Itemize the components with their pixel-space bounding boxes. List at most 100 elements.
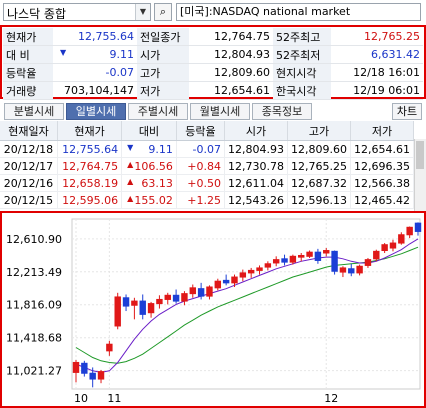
cell-rate: +1.25: [176, 191, 226, 209]
tab-1[interactable]: 분별시세: [4, 103, 64, 120]
summary-value-text: 12/18 16:01: [353, 66, 420, 79]
candle-body: [231, 276, 238, 284]
candle-body: [314, 251, 322, 261]
table-row[interactable]: 20/12/16 12,658.19 ▲ 63.13 +0.50 12,611.04 12,…: [0, 174, 415, 192]
daily-price-grid: 현재일자 현재가 대비 등락율 시가 고가 저가 20/12/18 12,755.64 ▼ 9.1…: [0, 121, 426, 211]
candle-body: [306, 251, 313, 257]
cell-open: 12,611.04: [224, 174, 288, 192]
plot-area: [71, 218, 421, 390]
summary-label: 시가: [137, 45, 189, 64]
candle-body: [164, 294, 171, 300]
summary-label: 현지시각: [273, 63, 331, 82]
candle-body: [272, 259, 280, 264]
candlestick-chart: 12,610.90 12,213.49 11,816.09 11,418.68 11,0…: [6, 218, 422, 405]
search-bar: 나스닥 종합 ▼ ⌕ [미국]:NASDAQ national market: [0, 0, 426, 24]
summary-value: 12,765.25: [331, 28, 423, 46]
y-tick-label: 11,816.09: [6, 299, 62, 312]
chart-button[interactable]: 차트: [392, 103, 422, 120]
summary-value-text: 6,631.42: [371, 48, 420, 61]
tab-4[interactable]: 월별시세: [190, 103, 250, 120]
candle-body: [189, 287, 196, 295]
cell-date: 20/12/16: [0, 174, 58, 192]
cell-date: 20/12/17: [0, 157, 58, 175]
up-arrow-icon: ▲: [127, 176, 134, 186]
cell-rate: -0.07: [176, 140, 226, 158]
cell-text: 20/12/15: [3, 193, 54, 207]
chevron-down-icon[interactable]: ▼: [135, 4, 150, 20]
candle-body: [406, 226, 413, 236]
summary-value-text: 703,104,147: [64, 84, 134, 97]
x-tick-label: 10: [74, 392, 88, 405]
column-header[interactable]: 현재가: [57, 121, 123, 141]
cell-change: ▲ 106.56: [121, 157, 177, 175]
cell-rate: +0.50: [176, 174, 226, 192]
table-row[interactable]: 20/12/15 12,595.06 ▲ 155.02 +1.25 12,543.26 12…: [0, 191, 415, 209]
table-row[interactable]: 20/12/18 12,755.64 ▼ 9.11 -0.07 12,804.93 12,8…: [0, 140, 415, 158]
tab-3[interactable]: 주별시세: [128, 103, 188, 120]
summary-label: 등락율: [3, 63, 53, 82]
stock-select[interactable]: 나스닥 종합 ▼: [3, 3, 151, 21]
summary-value: 12,809.60: [189, 63, 273, 82]
summary-row: 거래량 703,104,147 저가 12,654.61 한국시각 12/19 06:01: [3, 81, 423, 100]
summary-value-text: 12/19 06:01: [353, 84, 420, 97]
up-arrow-icon: ▲: [127, 159, 134, 169]
cell-low: 12,696.35: [350, 157, 415, 175]
column-header[interactable]: 등락율: [176, 121, 226, 141]
candle-body: [398, 234, 405, 244]
cell-text: 12,804.93: [228, 142, 284, 156]
cell-price: 12,658.19: [57, 174, 123, 192]
candle-body: [72, 361, 80, 373]
market-name: [미국]:NASDAQ national market: [176, 3, 421, 21]
cell-rate: +0.84: [176, 157, 226, 175]
cell-text: 12,764.75: [62, 159, 119, 173]
column-header[interactable]: 저가: [350, 121, 415, 141]
candle-body: [131, 300, 138, 306]
candle-body: [147, 303, 155, 314]
cell-text: 106.56: [134, 159, 173, 173]
summary-label: 52주최고: [273, 28, 331, 46]
candle-body: [247, 269, 255, 274]
vertical-scrollbar[interactable]: [414, 139, 426, 211]
cell-text: 12,696.35: [354, 159, 410, 173]
summary-value: 12/19 06:01: [331, 81, 423, 100]
candle-body: [172, 294, 180, 302]
candle-body: [97, 371, 105, 380]
summary-value: 703,104,147: [53, 81, 137, 100]
cell-high: 12,765.25: [287, 157, 351, 175]
candle-body: [156, 298, 163, 305]
column-header[interactable]: 시가: [224, 121, 288, 141]
scrollbar-thumb[interactable]: [416, 141, 424, 169]
candle-body: [239, 272, 247, 278]
table-row[interactable]: 20/12/17 12,764.75 ▲ 106.56 +0.84 12,730.78 12…: [0, 157, 415, 175]
cell-high: 12,809.60: [287, 140, 351, 158]
candle-body: [289, 255, 297, 263]
column-header[interactable]: 대비: [121, 121, 177, 141]
summary-value-text: 12,765.25: [364, 30, 420, 43]
summary-label: 한국시각: [273, 81, 331, 100]
cell-change: ▲ 63.13: [121, 174, 177, 192]
summary-value-text: 12,654.61: [214, 84, 270, 97]
summary-value-text: 12,755.64: [78, 30, 134, 43]
summary-value: 12,764.75: [189, 28, 273, 46]
cell-text: -0.07: [192, 142, 221, 156]
search-button[interactable]: ⌕: [154, 3, 172, 21]
cell-text: 12,809.60: [290, 142, 347, 156]
cell-text: 12,658.19: [62, 176, 119, 190]
cell-text: 12,566.38: [354, 176, 410, 190]
candle-body: [181, 293, 188, 302]
summary-value: ▼ 9.11: [53, 45, 137, 64]
cell-price: 12,764.75: [57, 157, 123, 175]
cell-text: 12,611.04: [228, 176, 284, 190]
column-header[interactable]: 현재일자: [0, 121, 58, 141]
tab-2[interactable]: 일별시세: [66, 103, 126, 120]
up-arrow-icon: ▲: [127, 193, 134, 203]
column-header[interactable]: 고가: [287, 121, 351, 141]
summary-label: 고가: [137, 63, 189, 82]
candle-body: [114, 296, 121, 327]
tab-5[interactable]: 종목정보: [252, 103, 312, 120]
cell-text: 12,765.25: [290, 159, 347, 173]
cell-high: 12,596.13: [287, 191, 351, 209]
candle-body: [206, 286, 213, 297]
x-tick-label: 12: [324, 392, 338, 405]
cell-text: +1.25: [187, 193, 221, 207]
